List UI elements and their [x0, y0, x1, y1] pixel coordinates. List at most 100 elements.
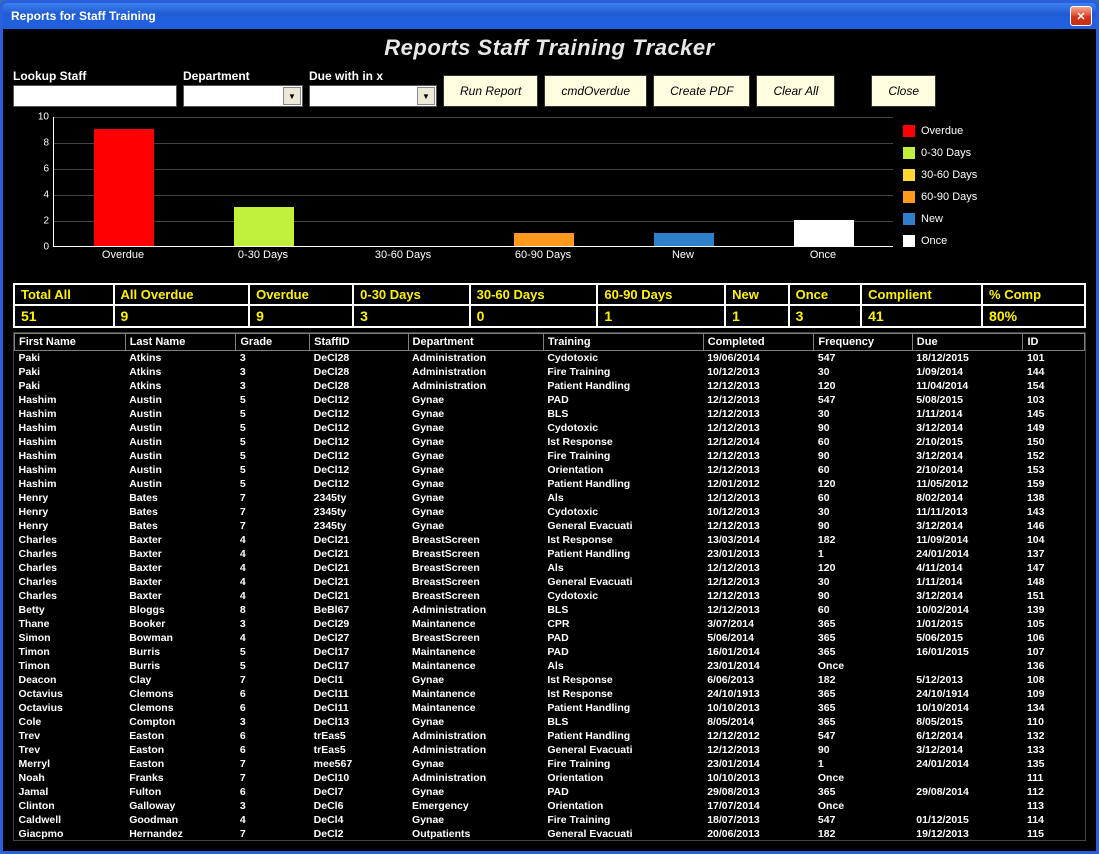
- table-cell: DeCl13: [310, 715, 408, 729]
- table-row[interactable]: HashimAustin5DeCl12GynaeIst Response12/1…: [15, 435, 1085, 449]
- table-cell: 114: [1023, 813, 1085, 827]
- table-cell: BeBl67: [310, 603, 408, 617]
- table-row[interactable]: HashimAustin5DeCl12GynaeFire Training12/…: [15, 449, 1085, 463]
- column-header[interactable]: Last Name: [125, 334, 236, 351]
- table-cell: 5: [236, 477, 310, 491]
- table-cell: 12/12/2012: [703, 729, 814, 743]
- due-within-select[interactable]: [309, 85, 437, 107]
- table-cell: Betty: [15, 603, 126, 617]
- table-cell: 5/06/2015: [912, 631, 1023, 645]
- table-row[interactable]: ThaneBooker3DeCl29MaintanenceCPR3/07/201…: [15, 617, 1085, 631]
- column-header[interactable]: Grade: [236, 334, 310, 351]
- table-row[interactable]: TimonBurris5DeCl17MaintanencePAD16/01/20…: [15, 645, 1085, 659]
- table-row[interactable]: BettyBloggs8BeBl67AdministrationBLS12/12…: [15, 603, 1085, 617]
- table-cell: Burris: [125, 645, 236, 659]
- column-header[interactable]: Due: [912, 334, 1023, 351]
- table-cell: 90: [814, 449, 912, 463]
- column-header[interactable]: Department: [408, 334, 543, 351]
- table-row[interactable]: CharlesBaxter4DeCl21BreastScreenCydotoxi…: [15, 589, 1085, 603]
- table-row[interactable]: CharlesBaxter4DeCl21BreastScreenIst Resp…: [15, 533, 1085, 547]
- table-row[interactable]: ClintonGalloway3DeCl6EmergencyOrientatio…: [15, 799, 1085, 813]
- table-cell: Gynae: [408, 519, 543, 533]
- table-cell: 11/04/2014: [912, 379, 1023, 393]
- table-cell: 154: [1023, 379, 1085, 393]
- table-cell: 1: [814, 547, 912, 561]
- table-row[interactable]: GiacpmoHernandez7DeCl2OutpatientsGeneral…: [15, 827, 1085, 841]
- table-cell: Giacpmo: [15, 827, 126, 841]
- x-label: Once: [753, 249, 893, 261]
- clear-all-button[interactable]: Clear All: [756, 75, 835, 107]
- table-row[interactable]: OctaviusClemons6DeCl11MaintanenceIst Res…: [15, 687, 1085, 701]
- table-cell: 12/12/2013: [703, 603, 814, 617]
- table-cell: 12/12/2013: [703, 575, 814, 589]
- column-header[interactable]: First Name: [15, 334, 126, 351]
- table-row[interactable]: HenryBates72345tyGynaeCydotoxic10/12/201…: [15, 505, 1085, 519]
- table-cell: Simon: [15, 631, 126, 645]
- table-row[interactable]: HashimAustin5DeCl12GynaePAD12/12/2013547…: [15, 393, 1085, 407]
- table-cell: 1: [814, 757, 912, 771]
- table-row[interactable]: CaldwellGoodman4DeCl4GynaeFire Training1…: [15, 813, 1085, 827]
- table-row[interactable]: PakiAtkins3DeCl28AdministrationPatient H…: [15, 379, 1085, 393]
- table-row[interactable]: CharlesBaxter4DeCl21BreastScreenAls12/12…: [15, 561, 1085, 575]
- table-cell: 2/10/2014: [912, 463, 1023, 477]
- table-row[interactable]: HenryBates72345tyGynaeGeneral Evacuati12…: [15, 519, 1085, 533]
- table-row[interactable]: MerrylEaston7mee567GynaeFire Training23/…: [15, 757, 1085, 771]
- column-header[interactable]: Frequency: [814, 334, 912, 351]
- table-cell: Trev: [15, 729, 126, 743]
- table-cell: Charles: [15, 589, 126, 603]
- table-row[interactable]: DeaconClay7DeCl1GynaeIst Response6/06/20…: [15, 673, 1085, 687]
- column-header[interactable]: ID: [1023, 334, 1085, 351]
- table-cell: Hashim: [15, 421, 126, 435]
- column-header[interactable]: Completed: [703, 334, 814, 351]
- table-cell: 16/01/2015: [912, 645, 1023, 659]
- table-row[interactable]: HashimAustin5DeCl12GynaePatient Handling…: [15, 477, 1085, 491]
- table-row[interactable]: HashimAustin5DeCl12GynaeOrientation12/12…: [15, 463, 1085, 477]
- table-row[interactable]: JamalFulton6DeCl7GynaePAD29/08/201336529…: [15, 785, 1085, 799]
- table-row[interactable]: CharlesBaxter4DeCl21BreastScreenPatient …: [15, 547, 1085, 561]
- table-cell: Bowman: [125, 631, 236, 645]
- table-row[interactable]: OctaviusClemons6DeCl11MaintanencePatient…: [15, 701, 1085, 715]
- table-row[interactable]: HashimAustin5DeCl12GynaeCydotoxic12/12/2…: [15, 421, 1085, 435]
- table-row[interactable]: NoahFranks7DeCl10AdministrationOrientati…: [15, 771, 1085, 785]
- table-cell: Patient Handling: [543, 547, 703, 561]
- table-row[interactable]: TimonBurris5DeCl17MaintanenceAls23/01/20…: [15, 659, 1085, 673]
- data-table-scroll[interactable]: First NameLast NameGradeStaffIDDepartmen…: [13, 332, 1086, 841]
- table-cell: 5: [236, 659, 310, 673]
- department-select[interactable]: [183, 85, 303, 107]
- table-cell: 10/02/2014: [912, 603, 1023, 617]
- table-row[interactable]: ColeCompton3DeCl13GynaeBLS8/05/20143658/…: [15, 715, 1085, 729]
- summary-header: 0-30 Days: [353, 284, 469, 305]
- bar-chart: 0246810 Overdue0-30 Days30-60 Days60-90 …: [13, 117, 893, 277]
- column-header[interactable]: StaffID: [310, 334, 408, 351]
- table-cell: DeCl21: [310, 533, 408, 547]
- column-header[interactable]: Training: [543, 334, 703, 351]
- table-cell: DeCl21: [310, 589, 408, 603]
- table-row[interactable]: HenryBates72345tyGynaeAls12/12/2013608/0…: [15, 491, 1085, 505]
- table-cell: 23/01/2014: [703, 757, 814, 771]
- table-cell: 19/12/2013: [912, 827, 1023, 841]
- table-row[interactable]: HashimAustin5DeCl12GynaeBLS12/12/2013301…: [15, 407, 1085, 421]
- close-button[interactable]: Close: [871, 75, 936, 107]
- table-cell: 30: [814, 575, 912, 589]
- table-cell: Cydotoxic: [543, 351, 703, 366]
- table-cell: 108: [1023, 673, 1085, 687]
- cmd-overdue-button[interactable]: cmdOverdue: [544, 75, 647, 107]
- table-row[interactable]: TrevEaston6trEas5AdministrationPatient H…: [15, 729, 1085, 743]
- table-row[interactable]: PakiAtkins3DeCl28AdministrationFire Trai…: [15, 365, 1085, 379]
- table-row[interactable]: CharlesBaxter4DeCl21BreastScreenGeneral …: [15, 575, 1085, 589]
- table-cell: Baxter: [125, 561, 236, 575]
- table-row[interactable]: SimonBowman4DeCl27BreastScreenPAD5/06/20…: [15, 631, 1085, 645]
- table-cell: DeCl7: [310, 785, 408, 799]
- table-cell: DeCl2: [310, 827, 408, 841]
- run-report-button[interactable]: Run Report: [443, 75, 538, 107]
- table-row[interactable]: PakiAtkins3DeCl28AdministrationCydotoxic…: [15, 351, 1085, 366]
- close-icon[interactable]: ✕: [1070, 6, 1092, 26]
- table-cell: Fire Training: [543, 365, 703, 379]
- create-pdf-button[interactable]: Create PDF: [653, 75, 750, 107]
- table-cell: 11/09/2014: [912, 533, 1023, 547]
- y-tick: 0: [19, 242, 49, 253]
- table-cell: Orientation: [543, 799, 703, 813]
- table-row[interactable]: TrevEaston6trEas5AdministrationGeneral E…: [15, 743, 1085, 757]
- titlebar[interactable]: Reports for Staff Training ✕: [3, 3, 1096, 29]
- lookup-staff-input[interactable]: [13, 85, 177, 107]
